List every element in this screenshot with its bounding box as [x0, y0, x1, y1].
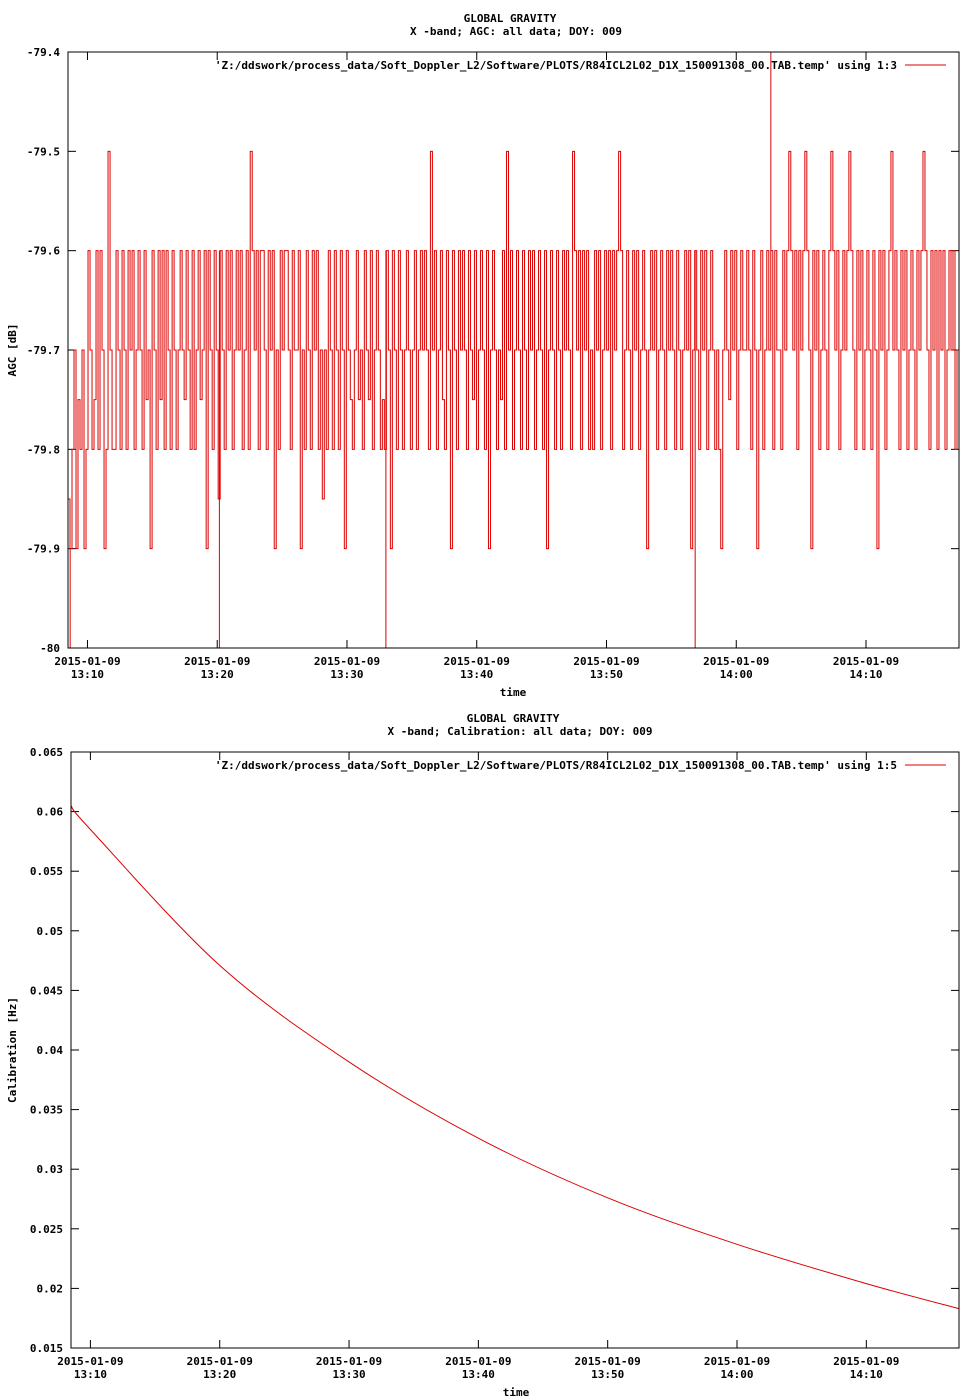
calibration-x-tick-date: 2015-01-09 — [445, 1355, 511, 1368]
agc-spikes — [69, 52, 772, 648]
agc-x-tick-date: 2015-01-09 — [184, 655, 250, 668]
calibration-x-tick-time: 13:10 — [74, 1368, 107, 1381]
calibration-x-tick-time: 14:00 — [720, 1368, 753, 1381]
calibration-y-tick-label: 0.065 — [30, 746, 63, 759]
agc-y-tick-label: -79.9 — [27, 543, 60, 556]
agc-y-tick-label: -79.4 — [27, 46, 60, 59]
calibration-y-ticks: 0.065 0.06 0.055 0.05 0.045 0.04 0.035 0.03 0.02… — [30, 746, 959, 1355]
calibration-x-tick-date: 2015-01-09 — [833, 1355, 899, 1368]
calibration-plot-frame — [70, 751, 960, 1349]
calibration-y-tick-label: 0.05 — [37, 925, 64, 938]
agc-x-tick-date: 2015-01-09 — [573, 655, 639, 668]
calibration-y-axis-label: Calibration [Hz] — [6, 997, 19, 1103]
calibration-series-line — [70, 805, 960, 1310]
agc-y-tick-label: -80 — [40, 642, 60, 655]
agc-y-tick-label: -79.7 — [27, 344, 60, 357]
calibration-y-tick-label: 0.04 — [37, 1044, 64, 1057]
calibration-y-tick-label: 0.015 — [30, 1342, 63, 1355]
agc-x-tick-time: 13:30 — [330, 668, 363, 681]
agc-y-tick-label: -79.5 — [27, 145, 60, 158]
calibration-x-tick-time: 13:20 — [203, 1368, 236, 1381]
agc-x-tick-date: 2015-01-09 — [444, 655, 510, 668]
calibration-x-tick-time: 13:50 — [591, 1368, 624, 1381]
agc-legend-label: 'Z:/ddswork/process_data/Soft_Doppler_L2… — [215, 59, 897, 72]
calibration-y-tick-label: 0.035 — [30, 1104, 63, 1117]
calibration-y-tick-label: 0.045 — [30, 984, 63, 997]
calibration-legend: 'Z:/ddswork/process_data/Soft_Doppler_L2… — [215, 759, 946, 772]
agc-x-tick-time: 13:50 — [590, 668, 623, 681]
agc-legend: 'Z:/ddswork/process_data/Soft_Doppler_L2… — [215, 59, 946, 72]
calibration-x-tick-date: 2015-01-09 — [57, 1355, 123, 1368]
agc-series-line — [68, 150, 960, 550]
agc-y-tick-label: -79.6 — [27, 245, 60, 258]
agc-y-axis-label: AGC [dB] — [6, 324, 19, 377]
calibration-y-tick-label: 0.03 — [37, 1163, 64, 1176]
calibration-x-ticks: 2015-01-0913:102015-01-0913:202015-01-09… — [57, 752, 899, 1381]
calibration-x-tick-date: 2015-01-09 — [575, 1355, 641, 1368]
agc-x-tick-time: 13:40 — [460, 668, 493, 681]
agc-x-tick-time: 13:20 — [201, 668, 234, 681]
calibration-y-tick-label: 0.055 — [30, 865, 63, 878]
agc-x-axis-label: time — [500, 686, 527, 699]
agc-x-tick-time: 14:10 — [849, 668, 882, 681]
agc-x-tick-date: 2015-01-09 — [833, 655, 899, 668]
calibration-y-tick-label: 0.025 — [30, 1223, 63, 1236]
calibration-x-tick-date: 2015-01-09 — [187, 1355, 253, 1368]
calibration-legend-label: 'Z:/ddswork/process_data/Soft_Doppler_L2… — [215, 759, 897, 772]
agc-x-tick-time: 13:10 — [71, 668, 104, 681]
calibration-x-tick-date: 2015-01-09 — [316, 1355, 382, 1368]
agc-y-tick-label: -79.8 — [27, 443, 60, 456]
calibration-x-tick-time: 13:40 — [462, 1368, 495, 1381]
calibration-y-tick-label: 0.06 — [37, 806, 64, 819]
calibration-x-tick-time: 13:30 — [332, 1368, 365, 1381]
calibration-chart: GLOBAL GRAVITY X -band; Calibration: all… — [6, 712, 960, 1399]
calibration-y-tick-label: 0.02 — [37, 1282, 64, 1295]
calibration-x-tick-time: 14:10 — [850, 1368, 883, 1381]
agc-x-ticks: 2015-01-0913:102015-01-0913:202015-01-09… — [54, 52, 899, 681]
agc-x-tick-date: 2015-01-09 — [314, 655, 380, 668]
calibration-x-tick-date: 2015-01-09 — [704, 1355, 770, 1368]
agc-plot-frame — [67, 51, 960, 649]
calibration-x-axis-label: time — [503, 1386, 530, 1399]
agc-chart: GLOBAL GRAVITY X -band; AGC: all data; D… — [6, 12, 960, 699]
calibration-chart-title: GLOBAL GRAVITY — [467, 712, 560, 725]
agc-x-tick-date: 2015-01-09 — [703, 655, 769, 668]
calibration-chart-subtitle: X -band; Calibration: all data; DOY: 009 — [388, 725, 653, 738]
agc-chart-subtitle: X -band; AGC: all data; DOY: 009 — [410, 25, 622, 38]
agc-chart-title: GLOBAL GRAVITY — [464, 12, 557, 25]
agc-x-tick-time: 14:00 — [720, 668, 753, 681]
agc-x-tick-date: 2015-01-09 — [54, 655, 120, 668]
